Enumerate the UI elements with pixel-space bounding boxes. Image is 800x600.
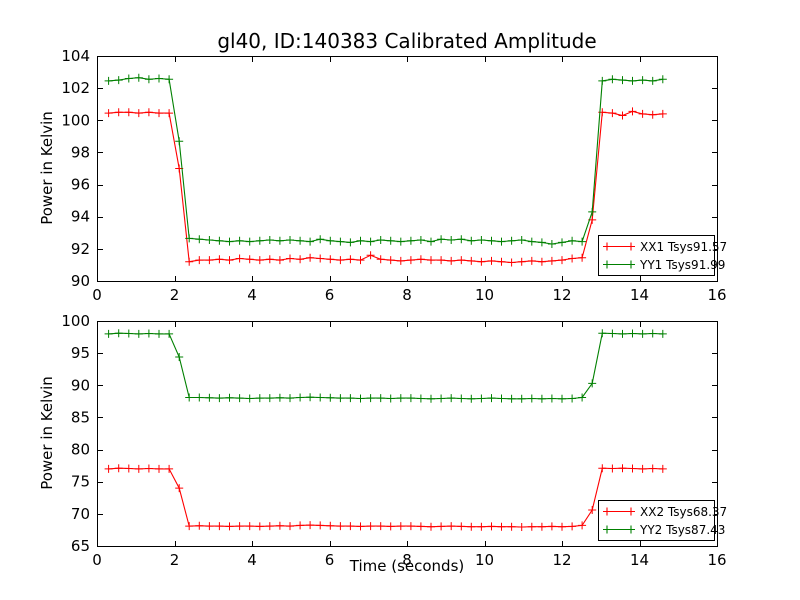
x-tick-label: 0 (92, 286, 102, 304)
legend-label-XX2: XX2 Tsys68.37 (640, 505, 727, 519)
x-tick-label: 12 (552, 286, 571, 304)
series-markers-YY1 (104, 73, 667, 248)
y-tick-label: 90 (71, 272, 90, 290)
y-tick-label: 70 (71, 505, 90, 523)
legend-sample-XX2 (603, 507, 635, 516)
y-tick-label: 75 (71, 473, 90, 491)
legend-box (598, 500, 715, 541)
y-tick-label: 102 (61, 79, 90, 97)
y-tick-label: 95 (71, 344, 90, 362)
series-line-XX1 (108, 110, 663, 264)
legend-sample-YY1 (603, 260, 635, 269)
y-axis-label-top: Power in Kelvin (38, 111, 56, 225)
series-line-XX2 (108, 467, 663, 528)
y-tick-label: 65 (71, 537, 90, 555)
series-line-YY1 (108, 77, 663, 245)
y-tick-label: 92 (71, 240, 90, 258)
axes-bottom: 0 2 4 6 8 10 12 14 16 65 70 75 80 85 90 95 100 XX2 Tsys68… (61, 312, 727, 569)
y-tick-label: 94 (71, 208, 90, 226)
y-tick-label: 90 (71, 376, 90, 394)
axes-top: 0 2 4 6 8 10 12 14 16 90 92 94 96 98 100 102 104 XX1 Tsys… (61, 47, 727, 304)
legend-box (598, 235, 715, 276)
x-tick-label: 0 (92, 551, 102, 569)
x-tick-label: 8 (402, 286, 412, 304)
y-tick-label: 96 (71, 176, 90, 194)
x-tick-label: 14 (630, 551, 649, 569)
series-markers-YY2 (104, 329, 667, 403)
y-tick-label: 104 (61, 47, 90, 65)
x-tick-label: 6 (325, 286, 335, 304)
x-tick-label: 14 (630, 286, 649, 304)
legend: XX1 Tsys91.57 YY1 Tsys91.99 (598, 235, 727, 276)
series-markers-XX2 (104, 464, 667, 531)
tick-marks (97, 56, 718, 282)
legend-label-YY1: YY1 Tsys91.99 (639, 258, 725, 272)
y-tick-label: 100 (61, 111, 90, 129)
legend-label-XX1: XX1 Tsys91.57 (640, 240, 727, 254)
y-tick-label: 80 (71, 441, 90, 459)
y-tick-label: 85 (71, 408, 90, 426)
tick-marks (97, 321, 718, 547)
x-tick-label: 10 (475, 551, 494, 569)
series-line-YY2 (108, 332, 663, 400)
y-axis-label-bottom: Power in Kelvin (38, 376, 56, 490)
legend-sample-XX1 (603, 242, 635, 251)
x-tick-label: 16 (707, 286, 726, 304)
legend-label-YY2: YY2 Tsys87.43 (639, 523, 725, 537)
x-tick-label: 16 (707, 551, 726, 569)
chart-title: gl40, ID:140383 Calibrated Amplitude (217, 29, 597, 53)
y-tick-label: 100 (61, 312, 90, 330)
legend-sample-YY2 (603, 525, 635, 534)
x-tick-label: 2 (170, 551, 180, 569)
x-tick-label: 4 (247, 286, 257, 304)
y-tick-label: 98 (71, 143, 90, 161)
x-tick-label: 4 (247, 551, 257, 569)
axes-frame (97, 321, 718, 547)
x-axis-label: Time (seconds) (349, 557, 465, 575)
x-tick-label: 2 (170, 286, 180, 304)
x-tick-label: 6 (325, 551, 335, 569)
axes-frame (97, 56, 718, 282)
legend: XX2 Tsys68.37 YY2 Tsys87.43 (598, 500, 727, 541)
x-tick-label: 8 (402, 551, 412, 569)
series-markers-XX1 (104, 107, 667, 267)
x-tick-label: 10 (475, 286, 494, 304)
x-tick-label: 12 (552, 551, 571, 569)
